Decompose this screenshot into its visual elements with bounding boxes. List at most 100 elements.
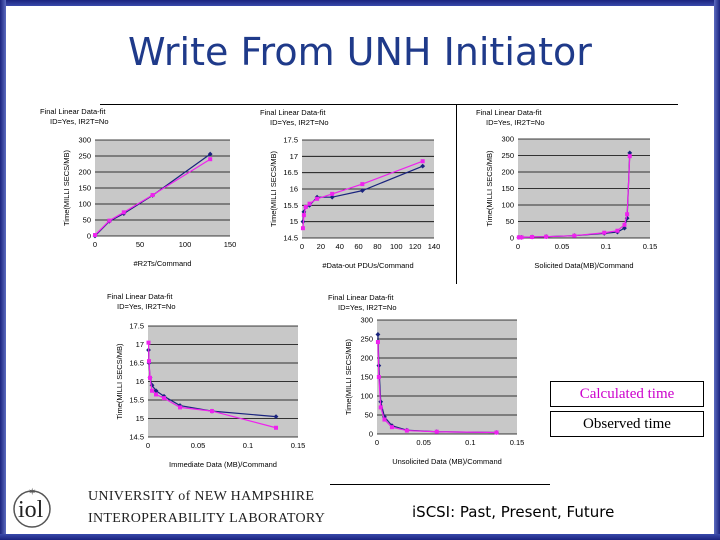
chart-2-series-2-point <box>420 159 425 164</box>
chart-3-ytick-label: 200 <box>501 168 514 177</box>
chart-1-series-1-point <box>207 151 213 157</box>
chart-5-series-2-point <box>378 405 383 410</box>
chart-3-series-1-point <box>627 150 633 156</box>
legend-observed-label: Observed time <box>583 416 671 432</box>
chart-1-series-2-point <box>93 233 97 238</box>
chart-4-xtick-label: 0.15 <box>291 441 306 450</box>
chart-4-series-2-point <box>274 425 278 430</box>
chart-2-ytick-label: 17 <box>290 152 298 161</box>
chart-5-ytick-label: 150 <box>360 373 373 382</box>
chart-5-ytick-label: 0 <box>369 430 373 439</box>
chart-3-ytick-label: 250 <box>501 151 514 160</box>
chart-3-series-2-point <box>625 212 630 217</box>
chart-3-xtick-label: 0.15 <box>643 242 658 251</box>
chart-3-xtick-label: 0 <box>516 242 520 251</box>
iol-logo: iol ✶ <box>13 487 51 528</box>
chart-2-ytick-label: 17.5 <box>283 136 298 145</box>
chart-2-xtick-label: 40 <box>336 242 344 251</box>
chart-5-x-axis-label: Unsolicited Data (MB)/Command <box>392 457 502 466</box>
chart-1-series-2-point <box>208 157 213 162</box>
chart-2-ytick-label: 16 <box>290 185 298 194</box>
chart-2-xtick-label: 120 <box>409 242 422 251</box>
chart-5-series-2-point <box>404 428 409 433</box>
chart-5-title-line-1: Final Linear Data-fit <box>328 293 394 302</box>
chart-4-series-2-point <box>147 359 151 364</box>
chart-2-y-axis-label: Time(MILLI SECS/MB) <box>269 151 278 227</box>
chart-4-series-2-point <box>148 375 152 380</box>
chart-5-series-2-point <box>382 417 387 422</box>
chart-1-xtick-label: 0 <box>93 240 97 249</box>
chart-5-xtick-label: 0.05 <box>416 438 431 447</box>
chart-2-title-line-2: ID=Yes, IR2T=No <box>270 118 329 127</box>
slide-border-bottom <box>0 534 720 540</box>
chart-4-y-axis-label: Time(MILLI SECS/MB) <box>115 343 124 419</box>
slide-border-right <box>714 0 720 540</box>
chart-1-x-axis-label: #R2Ts/Command <box>134 259 192 268</box>
legend-observed-time: Observed time <box>550 411 704 437</box>
chart-1-ytick-label: 300 <box>78 136 91 145</box>
chart-4-xtick-label: 0.05 <box>191 441 206 450</box>
chart-4-series-1-point <box>273 414 279 420</box>
chart-4-series-2-point <box>154 392 158 397</box>
chart-2-series-1-point <box>359 188 365 194</box>
chart-2-xtick-label: 100 <box>390 242 403 251</box>
chart-1-ytick-label: 150 <box>78 184 91 193</box>
slide-border-top <box>0 0 720 6</box>
chart-2-series-1-point <box>420 163 426 169</box>
chart-2-xtick-label: 140 <box>428 242 441 251</box>
chart-3-series-2-point <box>516 235 521 240</box>
chart-1-xtick-label: 100 <box>179 240 192 249</box>
chart-1-ytick-label: 50 <box>83 216 91 225</box>
chart-3-series-2-point <box>615 228 620 233</box>
chart-4-series-2-point <box>162 396 166 401</box>
chart-4-title-line-1: Final Linear Data-fit <box>107 292 173 301</box>
chart-5-ytick-label: 300 <box>360 316 373 325</box>
chart-5-y-axis-label: Time(MILLI SECS/MB) <box>344 339 353 415</box>
chart-4-series-1-point <box>153 388 159 394</box>
chart-3-series-2-point <box>530 235 535 240</box>
chart-1-xtick-label: 50 <box>136 240 144 249</box>
chart-4-ytick-label: 15 <box>136 414 144 423</box>
lab-name-line1: UNIVERSITY of NEW HAMPSHIRE <box>88 489 315 504</box>
chart-5-series-2-point <box>389 425 394 430</box>
chart-1-series-2-point <box>121 210 126 215</box>
chart-4-series-2-point <box>150 388 154 393</box>
chart-2-series-2-point <box>330 191 335 196</box>
chart-4-x-axis-label: Immediate Data (MB)/Command <box>169 460 277 469</box>
chart-2-ytick-label: 15 <box>290 217 298 226</box>
chart-2-series-1-point <box>329 194 335 200</box>
chart-2-series-2-point <box>300 226 305 231</box>
chart-5-series-2-line <box>377 342 497 434</box>
chart-1-ytick-label: 250 <box>78 152 91 161</box>
divider-line-top <box>100 104 678 105</box>
chart-1-y-axis-label: Time(MILLI SECS/MB) <box>62 150 71 226</box>
divider-line-bottom <box>330 484 550 485</box>
chart-5-xtick-label: 0.1 <box>465 438 475 447</box>
chart-1-series-2-point <box>150 193 155 198</box>
chart-5-ytick-label: 50 <box>365 411 373 420</box>
chart-3-series-2-point <box>519 235 524 240</box>
chart-4-ytick-label: 16.5 <box>129 359 144 368</box>
chart-5-series-2-point <box>434 429 439 434</box>
chart-4-series-2-point <box>178 405 182 410</box>
chart-5-ytick-label: 250 <box>360 335 373 344</box>
chart-4-ytick-label: 15.5 <box>129 396 144 405</box>
chart-5-xtick-label: 0.15 <box>510 438 525 447</box>
chart-3-ytick-label: 150 <box>501 184 514 193</box>
chart-2-ytick-label: 16.5 <box>283 168 298 177</box>
chart-4-series-2-point <box>210 409 214 414</box>
chart-3-series-2-line <box>518 156 631 238</box>
chart-3-title-line-1: Final Linear Data-fit <box>476 108 542 117</box>
chart-3-series-2-point <box>572 233 577 238</box>
chart-5-xtick-label: 0 <box>375 438 379 447</box>
slide-title: Write From UNH Initiator <box>128 30 592 74</box>
chart-2-series-2-point <box>303 204 308 209</box>
chart-3-ytick-label: 0 <box>510 234 514 243</box>
lab-name-line2: INTEROPERABILITY LABORATORY <box>88 511 326 526</box>
chart-1-title-line-1: Final Linear Data-fit <box>40 107 106 116</box>
chart-4-ytick-label: 17.5 <box>129 322 144 331</box>
chart-1-xtick-label: 150 <box>224 240 237 249</box>
chart-1-ytick-label: 100 <box>78 200 91 209</box>
chart-3-xtick-label: 0.1 <box>601 242 611 251</box>
